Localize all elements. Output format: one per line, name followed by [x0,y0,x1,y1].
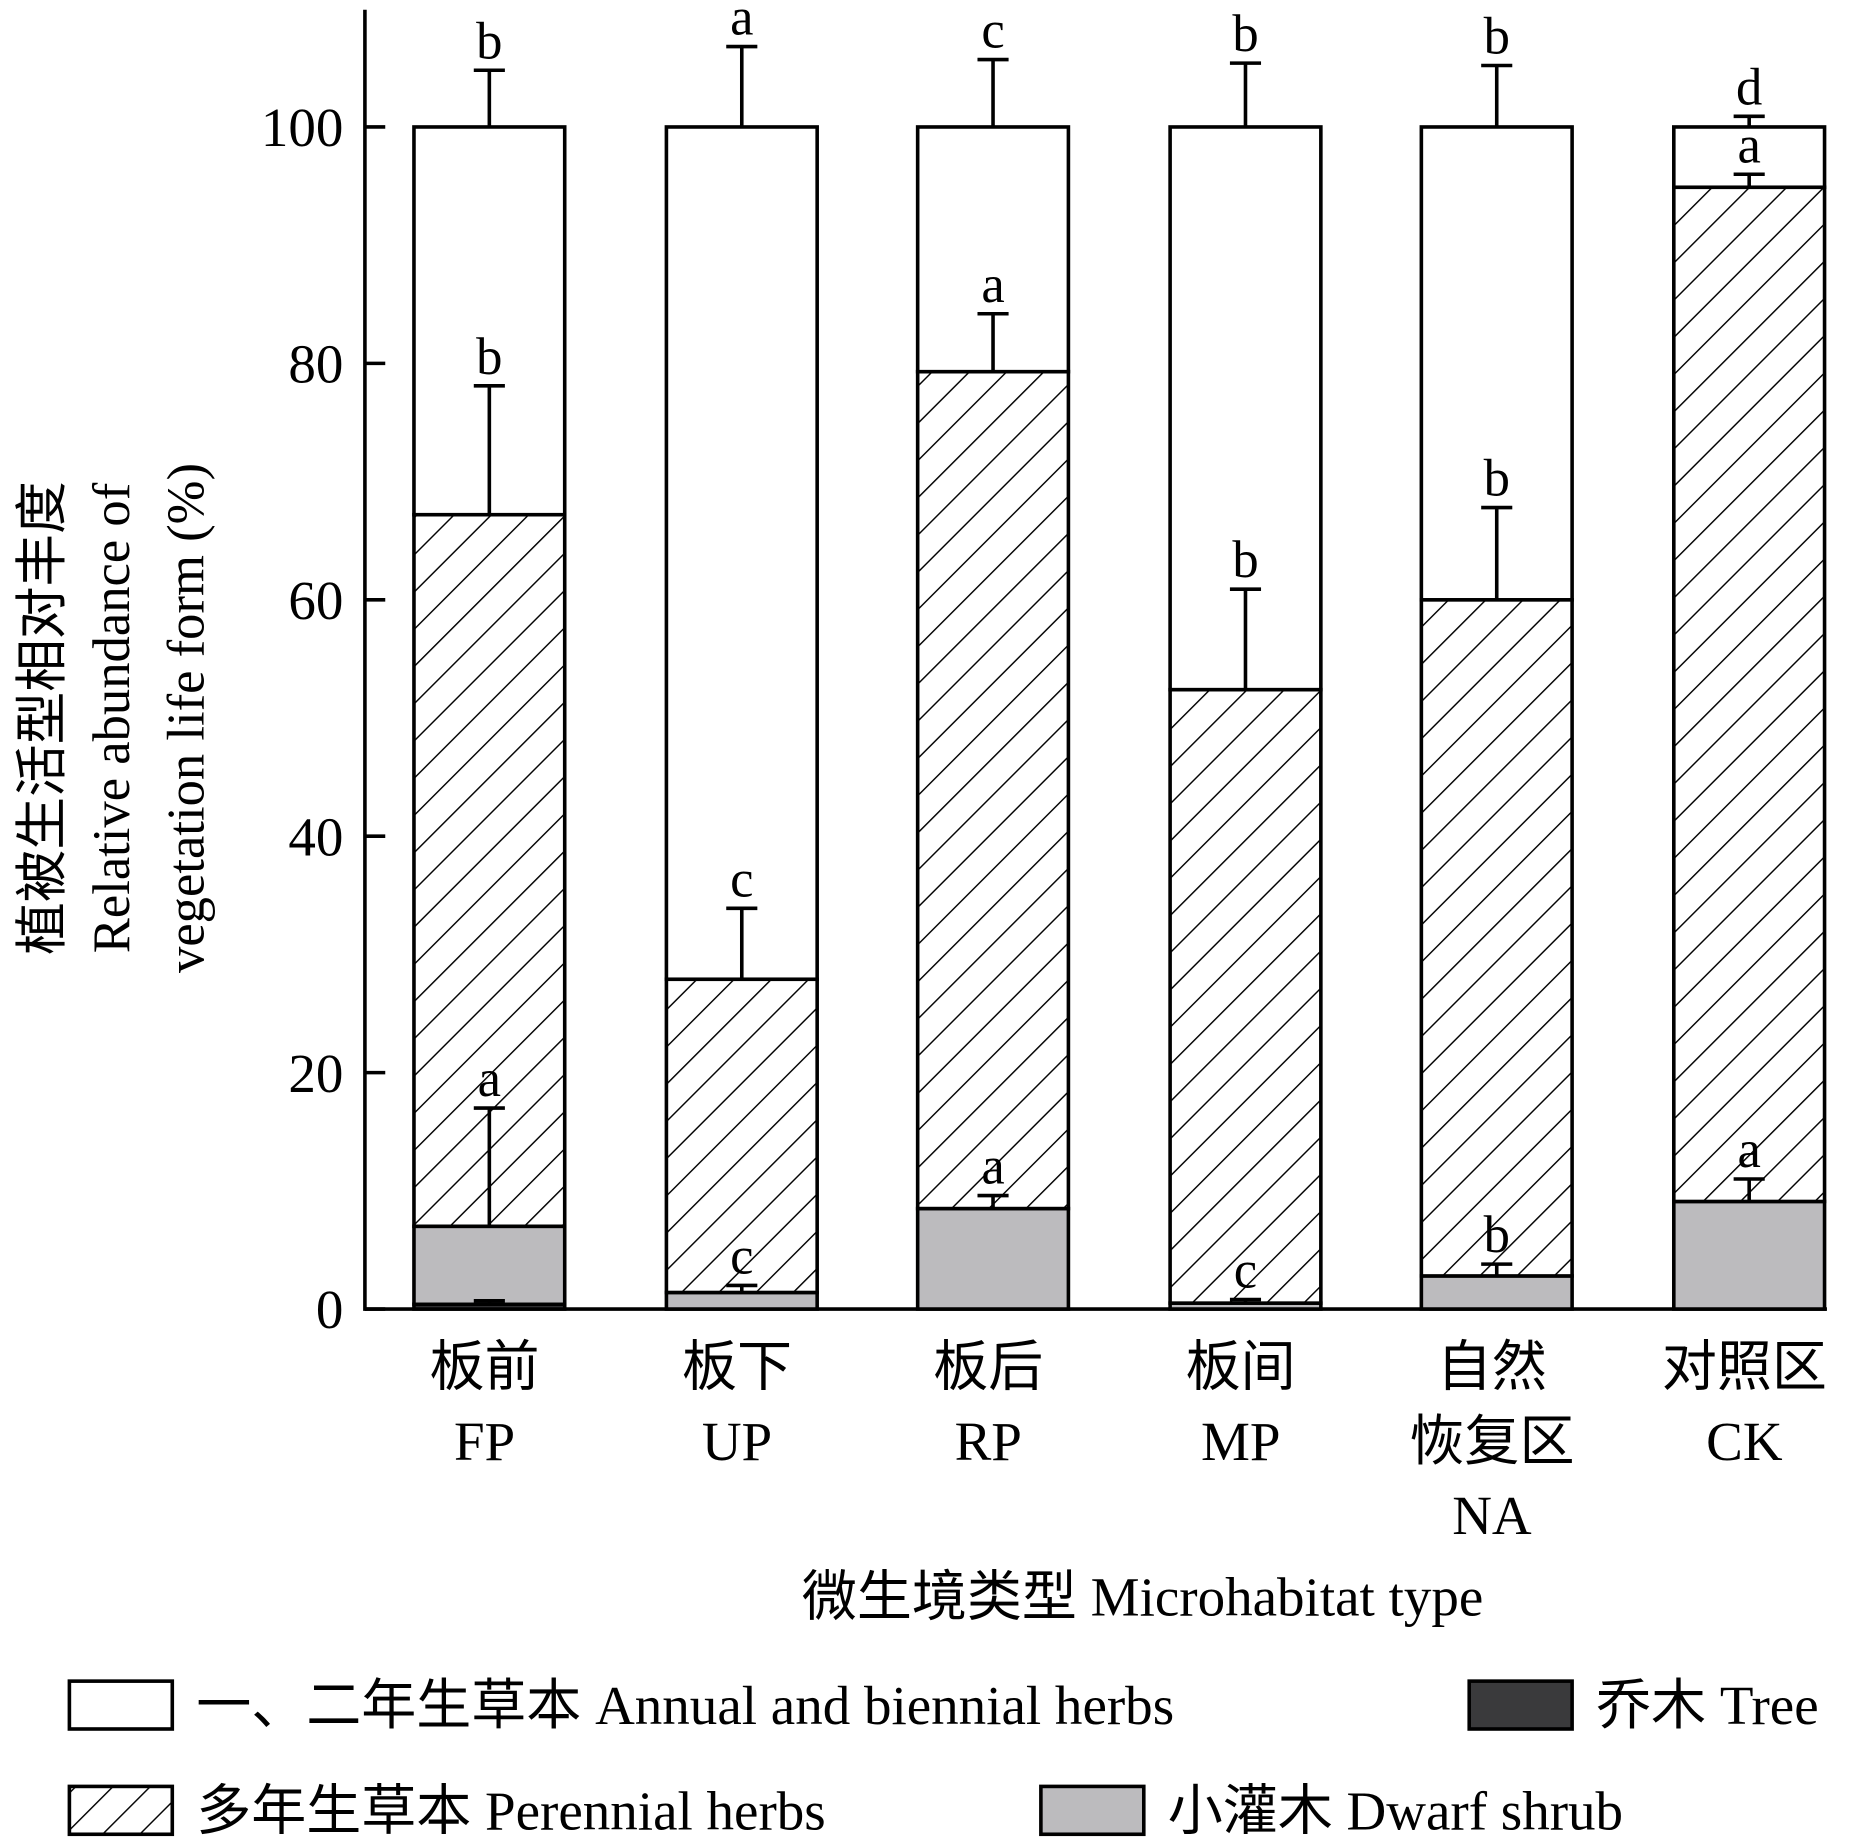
bar-segment-shrub [915,1206,1071,1311]
significance-letter-shrub: c [1234,1242,1257,1300]
y-axis-label-en-1: Relative abundance of [83,482,141,953]
bar-segment-shrub [1672,1199,1827,1311]
bar-segment-perennial [664,977,819,1295]
significance-letter-perennial: b [476,328,502,386]
bar-segment-perennial [1672,185,1827,1204]
bar-segment-shrub [1419,1274,1574,1311]
y-tick-label: 60 [288,570,343,631]
significance-letter-perennial: a [981,256,1004,314]
legend-swatch-annual [67,1679,175,1731]
legend-swatch-perennial [67,1784,175,1837]
x-tick-label-cn: 板前 [430,1337,540,1398]
labels: 植被生活型相对丰度 Relative abundance of vegetati… [14,463,1484,1627]
x-tick-label-en: MP [1201,1411,1281,1472]
bar-group-RP: a a c 板后 RP [915,2,1071,1472]
significance-letter-annual: d [1736,58,1762,116]
bar-segment-annual [664,125,819,982]
legend-label-shrub: 小灌木 Dwarf shrub [1168,1780,1623,1841]
x-tick-label-cn: 板间 [1186,1337,1296,1398]
bar-group-UP: c c a 板下 UP [664,0,819,1472]
y-axis-label-en-2: vegetation life form (%) [157,463,215,973]
x-tick-label-cn: 板下 [682,1337,792,1398]
bar-segment-shrub [412,1224,567,1307]
x-tick-label-en: RP [955,1411,1022,1472]
x-axis-label: 微生境类型 Microhabitat type [802,1566,1483,1627]
axes: 0 20 40 60 80 100 [261,9,1827,1340]
x-tick-label-en: UP [702,1411,772,1472]
bar-group-FP: a b b 板前 FP [412,12,567,1472]
significance-letter-shrub: a [981,1138,1004,1196]
significance-letter-shrub: a [478,1050,501,1108]
significance-letter-annual: b [476,12,502,70]
x-tick-label-cn: 恢复区 [1409,1411,1574,1472]
significance-letter-annual: a [730,0,753,47]
significance-letter-perennial: b [1484,450,1510,508]
legend-label-perennial: 多年生草本 Perennial herbs [196,1780,826,1841]
bar-segment-perennial [1168,687,1323,1305]
x-tick-label-en: CK [1706,1411,1783,1472]
bar-segment-perennial [915,369,1071,1211]
bar-group-MP: c b b 板间 MP [1168,5,1323,1472]
legend-label-tree: 乔木 Tree [1596,1675,1819,1736]
legend-swatch-tree [1467,1679,1574,1731]
y-axis-label-cn: 植被生活型相对丰度 [14,481,72,955]
significance-letter-shrub: c [730,1227,753,1285]
y-tick-label: 20 [288,1043,343,1104]
legend-swatch-shrub [1039,1784,1146,1837]
bar-segment-shrub [664,1290,819,1311]
significance-letter-perennial: b [1232,531,1258,589]
x-tick-label-en: FP [454,1411,515,1472]
y-tick-label: 80 [288,334,343,395]
x-tick-label-cn: 自然 [1437,1337,1547,1398]
y-tick-label: 40 [288,806,343,867]
legend: 一、二年生草本 Annual and biennial herbs 乔木 Tree… [67,1675,1819,1841]
bars: abb板前FPcca板下UPaac板后RPcbb板间MPbbb自然恢复区NAaa… [412,0,1827,1546]
x-tick-label-cn: 板后 [933,1337,1043,1398]
bar-segment-perennial [1419,598,1574,1278]
x-tick-label-cn: 对照区 [1662,1337,1827,1398]
significance-letter-shrub: b [1484,1206,1510,1264]
x-tick-label-en: NA [1452,1485,1532,1546]
significance-letter-annual: b [1484,8,1510,66]
significance-letter-perennial: c [730,850,753,908]
legend-label-annual: 一、二年生草本 Annual and biennial herbs [196,1675,1174,1736]
y-tick-label: 100 [261,97,344,158]
significance-letter-shrub: a [1737,1121,1760,1179]
significance-letter-annual: c [981,2,1004,60]
y-tick-label: 0 [316,1279,344,1340]
significance-letter-annual: b [1232,5,1258,63]
significance-letter-perennial: a [1737,116,1760,174]
